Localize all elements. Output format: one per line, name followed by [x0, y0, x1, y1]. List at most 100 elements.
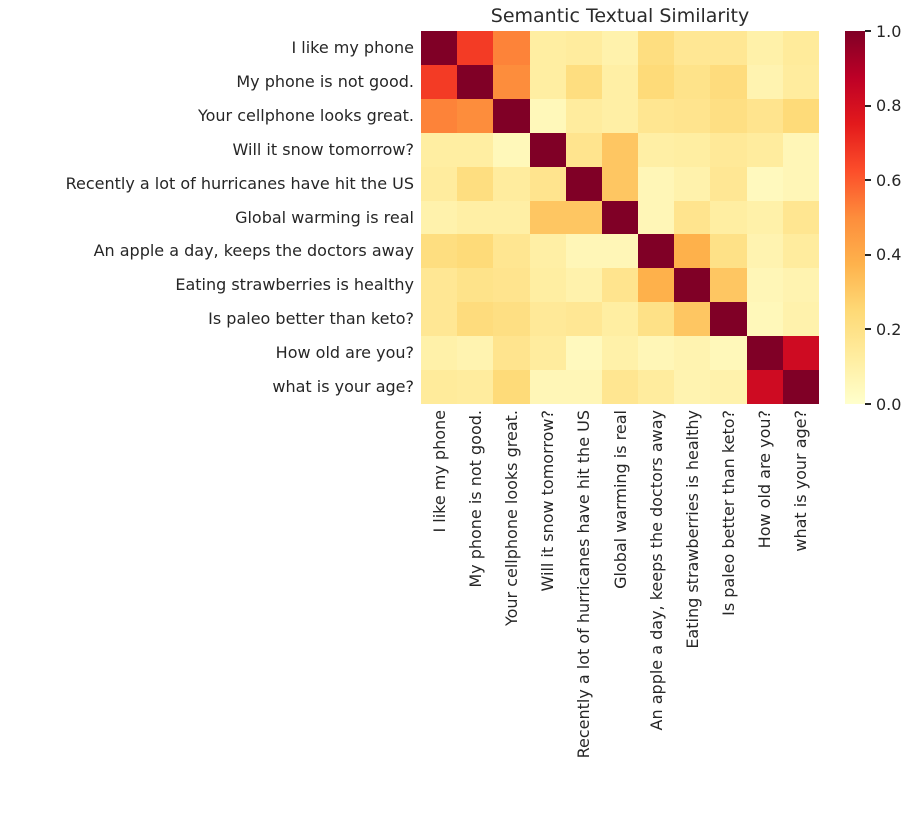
heatmap-cell	[565, 132, 602, 167]
heatmap-cell	[601, 370, 639, 404]
heatmap-cell	[457, 31, 494, 65]
y-tick-label: I like my phone	[291, 38, 414, 57]
heatmap-cell	[493, 132, 530, 167]
heatmap-cell	[782, 200, 819, 235]
heatmap-cell	[421, 98, 458, 133]
heatmap-cell	[529, 234, 566, 269]
heatmap-cell	[710, 64, 747, 99]
heatmap-cell	[674, 200, 711, 235]
heatmap-cell	[710, 370, 747, 404]
heatmap-cell	[421, 302, 458, 337]
y-tick-label: what is your age?	[272, 377, 414, 397]
heatmap-cell	[674, 268, 711, 303]
heatmap-cell	[493, 336, 530, 371]
heatmap-cell	[746, 166, 783, 201]
x-tick-label: My phone is not good.	[465, 410, 485, 588]
heatmap-cell	[493, 370, 530, 404]
heatmap-cell	[746, 98, 783, 133]
heatmap-cell	[565, 336, 602, 371]
heatmap-cell	[782, 31, 819, 65]
x-tick-label: Eating strawberries is healthy	[682, 410, 702, 649]
heatmap-cell	[493, 98, 530, 133]
heatmap-cell	[782, 370, 819, 404]
heatmap-cell	[710, 31, 747, 65]
heatmap-cell	[529, 268, 566, 303]
heatmap-cell	[565, 268, 602, 303]
heatmap-cell	[457, 370, 494, 404]
heatmap-cell	[746, 234, 783, 269]
heatmap-cell	[565, 200, 602, 235]
colorbar-tick-mark	[865, 328, 871, 331]
heatmap-cell	[529, 132, 566, 167]
heatmap-cell	[565, 234, 602, 269]
heatmap-cell	[493, 302, 530, 337]
heatmap-grid	[421, 31, 819, 404]
heatmap-cell	[674, 336, 711, 371]
heatmap-cell	[782, 302, 819, 337]
colorbar-tick-mark	[865, 104, 871, 107]
heatmap-cell	[782, 166, 819, 201]
x-tick-label: Global warming is real	[610, 410, 630, 589]
colorbar-tick-label: 0.8	[876, 96, 902, 116]
heatmap-cell	[601, 200, 639, 235]
heatmap-cell	[493, 64, 530, 99]
heatmap-cell	[529, 166, 566, 201]
heatmap-cell	[601, 98, 639, 133]
heatmap-cell	[746, 200, 783, 235]
heatmap-cell	[746, 370, 783, 404]
heatmap-cell	[782, 98, 819, 133]
heatmap-cell	[674, 302, 711, 337]
heatmap-cell	[529, 302, 566, 337]
heatmap-cell	[493, 268, 530, 303]
heatmap-cell	[710, 268, 747, 303]
heatmap-cell	[457, 200, 494, 235]
heatmap-cell	[421, 31, 458, 65]
heatmap-cell	[638, 336, 675, 371]
heatmap-cell	[601, 64, 639, 99]
colorbar-tick-mark	[865, 30, 871, 32]
heatmap-cell	[457, 302, 494, 337]
y-tick-label: An apple a day, keeps the doctors away	[93, 241, 414, 261]
colorbar	[845, 31, 865, 404]
heatmap-cell	[782, 64, 819, 99]
heatmap-cell	[746, 336, 783, 371]
heatmap-cell	[710, 336, 747, 371]
heatmap-cell	[638, 234, 675, 269]
y-tick-label: Will it snow tomorrow?	[232, 139, 414, 159]
heatmap-cell	[421, 166, 458, 201]
heatmap-cell	[710, 234, 747, 269]
colorbar-tick-mark	[865, 403, 871, 405]
heatmap-cell	[421, 200, 458, 235]
heatmap-cell	[529, 200, 566, 235]
colorbar-tick-label: 0.2	[876, 319, 902, 339]
heatmap-cell	[457, 98, 494, 133]
heatmap-cell	[638, 64, 675, 99]
heatmap-cell	[638, 200, 675, 235]
heatmap-cell	[710, 98, 747, 133]
heatmap-cell	[782, 336, 819, 371]
x-tick-label: How old are you?	[755, 410, 775, 549]
heatmap-cell	[674, 31, 711, 65]
heatmap-cell	[638, 302, 675, 337]
x-tick-label: Will it snow tomorrow?	[538, 410, 558, 592]
y-tick-label: How old are you?	[275, 343, 414, 363]
heatmap-cell	[601, 268, 639, 303]
heatmap-cell	[674, 370, 711, 404]
heatmap-cell	[565, 370, 602, 404]
heatmap-cell	[746, 31, 783, 65]
heatmap-cell	[601, 31, 639, 65]
heatmap-cell	[529, 336, 566, 371]
heatmap-cell	[457, 336, 494, 371]
y-tick-label: Recently a lot of hurricanes have hit th…	[65, 173, 414, 193]
colorbar-tick-mark	[865, 253, 871, 256]
x-tick-label: what is your age?	[791, 410, 811, 552]
x-tick-label: Your cellphone looks great.	[501, 410, 521, 627]
heatmap-cell	[674, 166, 711, 201]
heatmap-cell	[457, 132, 494, 167]
colorbar-tick-label: 0.0	[876, 394, 902, 414]
colorbar-tick-label: 0.6	[876, 170, 902, 190]
heatmap-cell	[746, 268, 783, 303]
heatmap-cell	[529, 98, 566, 133]
y-axis-tick-labels: I like my phone My phone is not good. Your…	[0, 31, 414, 404]
